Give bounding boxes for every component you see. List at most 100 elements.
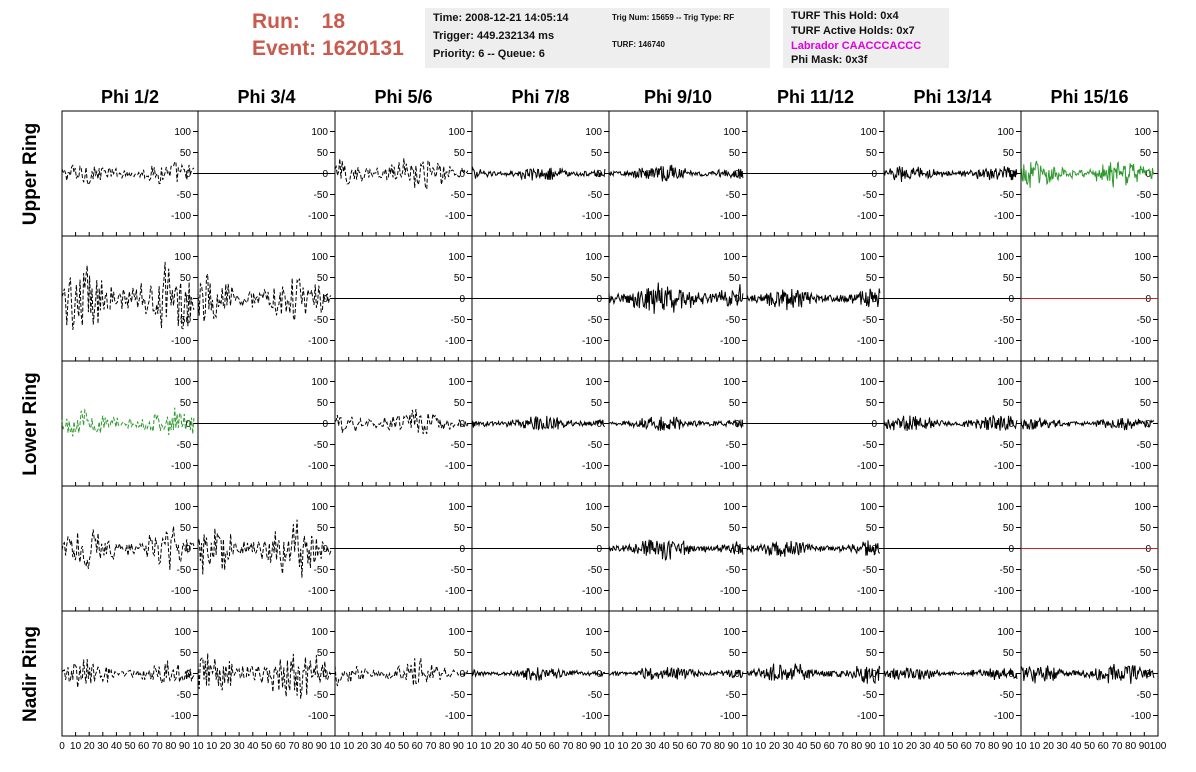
y-tick-label: 100	[585, 127, 602, 138]
y-tick-label: -50	[1000, 315, 1015, 326]
turf-active-holds-text: TURF Active Holds: 0x7	[791, 25, 915, 37]
x-tick-label: 30	[371, 741, 383, 752]
y-tick-label: 100	[311, 627, 328, 638]
x-tick-label: 30	[645, 741, 657, 752]
y-tick-label: 50	[1140, 148, 1152, 159]
x-tick-label: 40	[247, 741, 259, 752]
x-tick-label: 10	[617, 741, 629, 752]
y-tick-label: -100	[1131, 211, 1151, 222]
y-tick-label: -100	[582, 711, 602, 722]
x-tick-label: 20	[769, 741, 781, 752]
y-tick-label: 50	[866, 398, 878, 409]
x-tick-label: 60	[138, 741, 150, 752]
x-tick-label: 80	[988, 741, 1000, 752]
y-tick-label: 100	[1134, 252, 1151, 263]
waveform-trace	[1020, 663, 1155, 684]
run-line: Run: 18	[252, 8, 404, 35]
x-tick-label: 90	[179, 741, 191, 752]
waveform-trace	[883, 166, 1018, 183]
y-tick-label: 100	[448, 252, 465, 263]
waveform-trace	[746, 540, 881, 557]
turf-text: TURF: 146740	[612, 40, 665, 49]
y-tick-label: -100	[994, 711, 1014, 722]
x-tick-label: 30	[1057, 741, 1069, 752]
y-tick-label: -50	[588, 315, 603, 326]
y-tick-label: 50	[454, 273, 466, 284]
x-tick-label: 20	[357, 741, 369, 752]
x-tick-label: 10	[70, 741, 82, 752]
y-tick-label: 0	[734, 294, 740, 305]
y-tick-label: 0	[1008, 294, 1014, 305]
x-tick-label: 30	[234, 741, 246, 752]
y-tick-label: 100	[174, 377, 191, 388]
y-tick-label: 50	[180, 398, 192, 409]
y-tick-label: -100	[445, 211, 465, 222]
y-tick-label: 100	[585, 502, 602, 513]
waveform-trace	[883, 415, 1018, 432]
y-tick-label: 50	[1140, 273, 1152, 284]
waveform-trace	[608, 539, 744, 561]
y-tick-label: -50	[451, 440, 466, 451]
y-tick-label: 50	[866, 648, 878, 659]
y-tick-label: 50	[1003, 273, 1015, 284]
y-tick-label: -50	[177, 565, 192, 576]
x-tick-label: 70	[837, 741, 849, 752]
x-tick-label: 10	[466, 741, 478, 752]
y-tick-label: 50	[180, 648, 192, 659]
y-tick-label: -50	[588, 190, 603, 201]
y-tick-label: 50	[1003, 648, 1015, 659]
y-tick-label: -100	[994, 211, 1014, 222]
x-tick-label: 90	[590, 741, 602, 752]
x-tick-label: 40	[659, 741, 671, 752]
y-tick-label: 0	[185, 544, 191, 555]
x-tick-label: 20	[494, 741, 506, 752]
x-tick-label: 40	[933, 741, 945, 752]
x-tick-label: 50	[124, 741, 136, 752]
x-tick-label: 10	[329, 741, 341, 752]
y-tick-label: 0	[185, 419, 191, 430]
x-tick-label: 10	[741, 741, 753, 752]
y-tick-label: 100	[860, 252, 877, 263]
y-tick-label: 100	[174, 502, 191, 513]
y-tick-label: -100	[857, 711, 877, 722]
y-tick-label: 0	[1145, 294, 1151, 305]
x-tick-label: 90	[1002, 741, 1014, 752]
y-tick-label: 0	[596, 419, 602, 430]
y-tick-label: 100	[448, 502, 465, 513]
y-tick-label: 0	[322, 169, 328, 180]
y-tick-label: 0	[459, 544, 465, 555]
y-tick-label: 0	[596, 294, 602, 305]
x-tick-label: 70	[974, 741, 986, 752]
x-tick-label: 10	[755, 741, 767, 752]
y-tick-label: -50	[314, 440, 329, 451]
y-tick-label: -100	[445, 711, 465, 722]
y-tick-label: -100	[582, 211, 602, 222]
y-tick-label: 50	[1140, 648, 1152, 659]
waveform-trace	[197, 273, 332, 322]
y-tick-label: 100	[174, 127, 191, 138]
y-tick-label: -100	[171, 211, 191, 222]
time-info-box: Time: 2008-12-21 14:05:14 Trigger: 449.2…	[425, 8, 607, 68]
y-tick-label: -100	[1131, 461, 1151, 472]
y-tick-label: -50	[177, 315, 192, 326]
waveform-trace	[746, 663, 881, 685]
y-tick-label: 100	[1134, 627, 1151, 638]
x-tick-label: 80	[714, 741, 726, 752]
y-tick-label: 100	[311, 502, 328, 513]
y-tick-label: 50	[1003, 398, 1015, 409]
y-tick-label: 0	[322, 294, 328, 305]
x-tick-label: 60	[686, 741, 698, 752]
column-header: Phi 15/16	[1050, 87, 1129, 107]
y-tick-label: 0	[734, 169, 740, 180]
x-tick-label: 80	[1125, 741, 1137, 752]
y-tick-label: -50	[863, 690, 878, 701]
y-tick-label: -100	[1131, 711, 1151, 722]
x-tick-label: 10	[1029, 741, 1041, 752]
y-tick-label: -50	[314, 315, 329, 326]
x-tick-label: 90	[728, 741, 740, 752]
x-tick-label: 70	[700, 741, 712, 752]
y-tick-label: 100	[860, 377, 877, 388]
y-tick-label: 50	[1003, 523, 1015, 534]
run-event-info: Run: 18 Event: 1620131	[252, 8, 404, 62]
